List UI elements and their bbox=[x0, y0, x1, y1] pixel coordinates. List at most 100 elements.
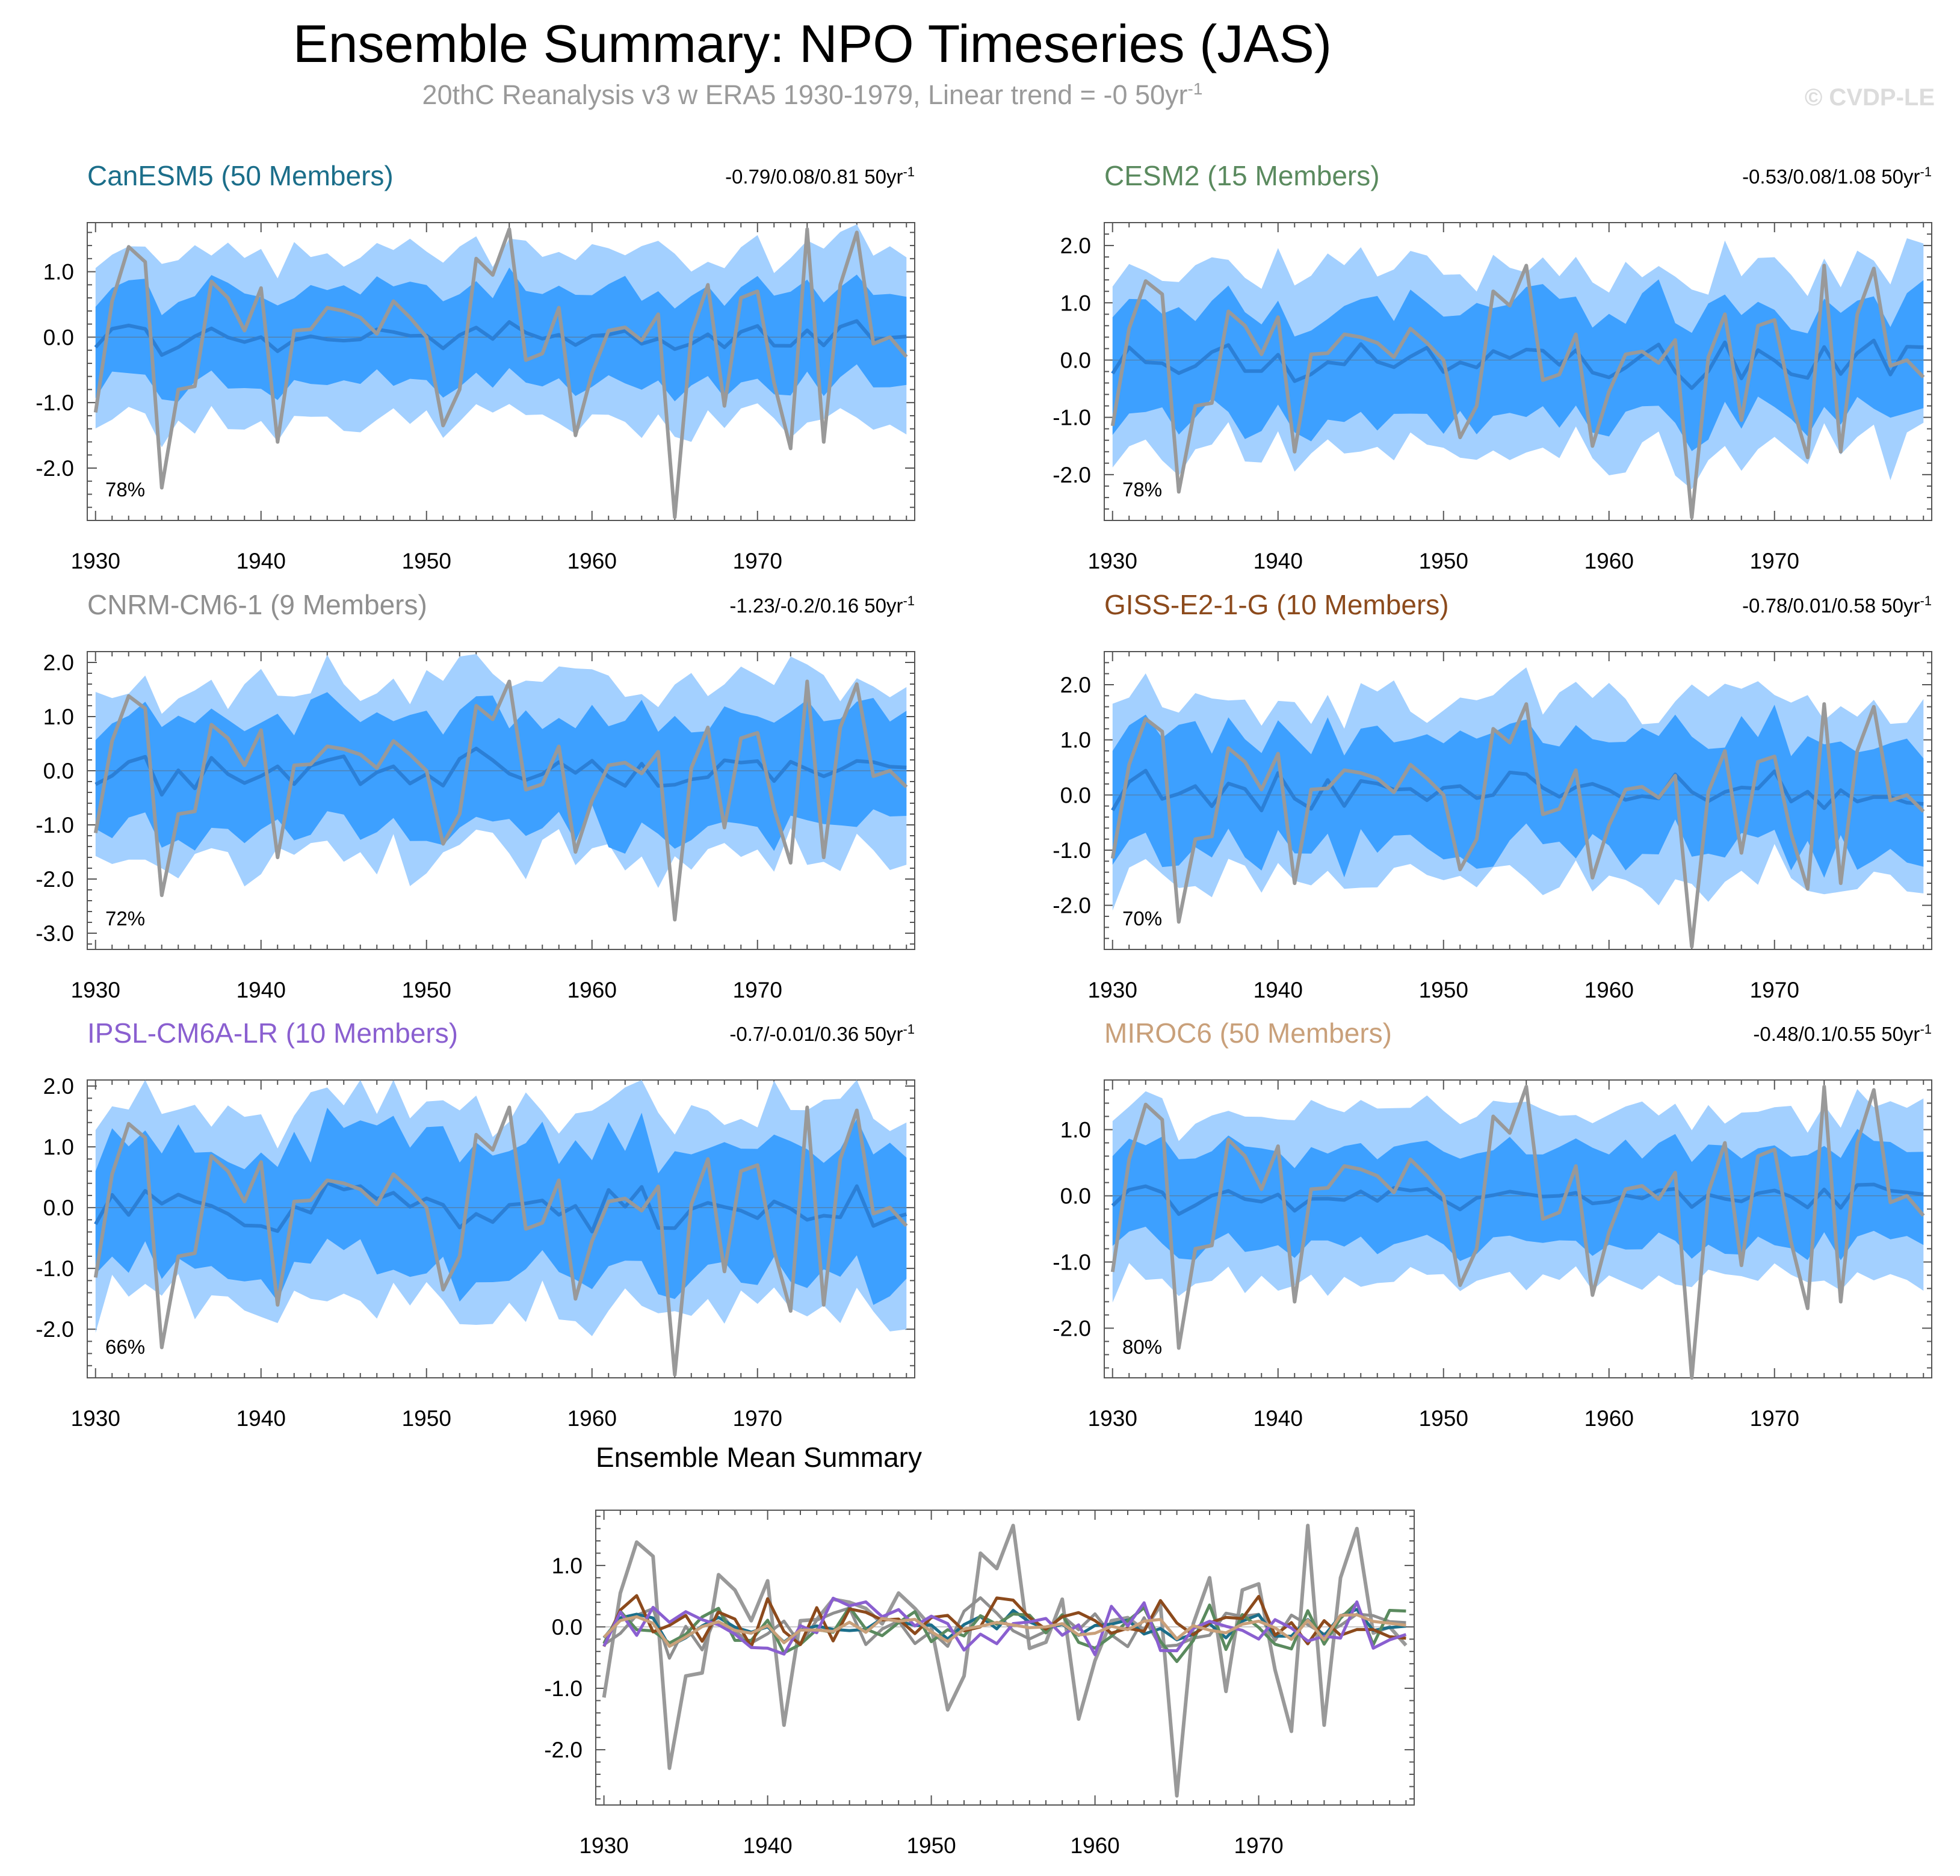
panel-x-tick-label: 1930 bbox=[1088, 978, 1137, 1002]
model-panel-canesm5: 1930 1940 1950 1960 1970 1.0 0.0 -1.0 -2.0 CanESM… bbox=[0, 159, 963, 573]
panel-x-tick-label: 1930 bbox=[1088, 549, 1137, 573]
spread-25-75-band bbox=[95, 1108, 907, 1305]
ensemble-mean-line bbox=[1111, 338, 1924, 390]
ensemble-mean-line bbox=[1111, 768, 1924, 813]
panel-trend: -0.78/0.01/0.58 50yr-1 bbox=[1742, 593, 1932, 617]
cvdp-watermark: © CVDP-LE bbox=[1804, 84, 1935, 111]
panel-x-tick-label: 1940 bbox=[1254, 978, 1303, 1002]
panel-x-tick-label: 1970 bbox=[733, 549, 782, 573]
spread-25-75-band bbox=[1112, 705, 1924, 878]
panel-x-tick-label: 1950 bbox=[1419, 1406, 1468, 1431]
panel-plot-frame bbox=[1104, 651, 1932, 950]
panel-y-tick-label: 0.0 bbox=[43, 759, 74, 783]
observation-line bbox=[93, 1105, 908, 1377]
ensemble-mean-line bbox=[1111, 1182, 1924, 1216]
panel-percent: 78% bbox=[1122, 478, 1163, 501]
page-title: Ensemble Summary: NPO Timeseries (JAS) bbox=[292, 14, 1332, 73]
ensemble-mean-line bbox=[94, 1181, 907, 1233]
panel-percent: 66% bbox=[105, 1336, 146, 1358]
panel-y-tick-label: -1.0 bbox=[36, 813, 74, 838]
panel-x-tick-label: 1950 bbox=[402, 549, 451, 573]
panel-y-tick-label: -2.0 bbox=[36, 1317, 74, 1342]
mean-x-tick-label: 1930 bbox=[579, 1833, 628, 1858]
panel-x-tick-label: 1940 bbox=[236, 978, 286, 1002]
ensemble-mean-panel: Ensemble Mean Summary 1930 1940 1950 1960 19… bbox=[487, 1441, 1450, 1873]
trend-superscript: -1 bbox=[903, 593, 915, 608]
panel-x-tick-label: 1930 bbox=[71, 549, 120, 573]
observation-line bbox=[93, 227, 908, 519]
observation-line bbox=[1110, 702, 1925, 949]
panel-y-tick-label: 2.0 bbox=[1060, 233, 1091, 258]
panel-y-tick-label: -1.0 bbox=[1053, 838, 1091, 863]
trend-text: -1.23/-0.2/0.16 50yr bbox=[729, 594, 903, 617]
panel-x-tick-label: 1940 bbox=[236, 549, 286, 573]
trend-superscript: -1 bbox=[903, 1022, 915, 1037]
panel-y-tick-label: -2.0 bbox=[36, 456, 74, 481]
panel-x-tick-label: 1950 bbox=[1419, 549, 1468, 573]
ensemble-mean-line bbox=[94, 747, 907, 797]
mean-series-miroc6 bbox=[602, 1613, 1406, 1648]
mean-y-tick-label: -1.0 bbox=[544, 1676, 583, 1701]
mean-y-tick-label: 1.0 bbox=[552, 1554, 583, 1578]
panel-y-tick-label: -2.0 bbox=[1053, 1316, 1091, 1341]
observation-line bbox=[1110, 264, 1925, 520]
panel-plot-frame bbox=[87, 651, 915, 950]
mean-plot-frame bbox=[595, 1510, 1415, 1806]
panel-percent: 80% bbox=[1122, 1336, 1163, 1358]
panel-trend: -0.53/0.08/1.08 50yr-1 bbox=[1742, 164, 1932, 188]
spread-25-75-band bbox=[1112, 1129, 1924, 1261]
panel-x-tick-label: 1970 bbox=[733, 978, 782, 1002]
panel-y-tick-label: 2.0 bbox=[43, 650, 74, 675]
panel-x-tick-label: 1940 bbox=[236, 1406, 286, 1431]
trend-superscript: -1 bbox=[903, 164, 915, 179]
mean-series-cesm2 bbox=[602, 1601, 1406, 1664]
trend-superscript: -1 bbox=[1920, 593, 1932, 608]
panel-percent: 78% bbox=[105, 478, 146, 501]
panel-y-tick-label: 1.0 bbox=[1060, 291, 1091, 315]
chart-miroc6: 1930 1940 1950 1960 1970 1.0 0.0 -1.0 -2.0 bbox=[1053, 1079, 1932, 1431]
panel-plot-frame bbox=[87, 1079, 915, 1378]
mean-x-tick-label: 1960 bbox=[1070, 1833, 1119, 1858]
chart-ipsl: 1930 1940 1950 1960 1970 2.0 1.0 0.0 -1.0 -2.0 bbox=[36, 1074, 915, 1431]
mean-x-tick-label: 1940 bbox=[743, 1833, 792, 1858]
panel-y-tick-label: 1.0 bbox=[1060, 728, 1091, 753]
panel-x-tick-label: 1960 bbox=[567, 549, 617, 573]
panel-x-tick-label: 1970 bbox=[733, 1406, 782, 1431]
trend-text: -0.48/0.1/0.55 50yr bbox=[1753, 1023, 1920, 1045]
panel-title: CESM2 (15 Members) bbox=[1104, 160, 1380, 191]
mean-observation-line bbox=[602, 1523, 1408, 1798]
panel-y-tick-label: -3.0 bbox=[36, 921, 74, 946]
panel-title: CNRM-CM6-1 (9 Members) bbox=[87, 589, 427, 620]
panel-title: IPSL-CM6A-LR (10 Members) bbox=[87, 1017, 459, 1049]
trend-text: -0.78/0.01/0.58 50yr bbox=[1742, 594, 1920, 617]
panel-trend: -0.7/-0.01/0.36 50yr-1 bbox=[729, 1022, 915, 1046]
panel-x-tick-label: 1970 bbox=[1750, 549, 1799, 573]
model-panel-miroc6: 1930 1940 1950 1960 1970 1.0 0.0 -1.0 -2.0 MIROC6… bbox=[1017, 1017, 1960, 1431]
panel-percent: 72% bbox=[105, 907, 146, 930]
panel-y-tick-label: 0.0 bbox=[43, 325, 74, 350]
mean-x-tick-label: 1970 bbox=[1234, 1833, 1283, 1858]
panel-x-tick-label: 1930 bbox=[71, 1406, 120, 1431]
panel-x-tick-label: 1940 bbox=[1254, 549, 1303, 573]
panel-y-tick-label: 2.0 bbox=[43, 1074, 74, 1099]
subtitle-text: 20thC Reanalysis v3 w ERA5 1930-1979, Li… bbox=[422, 79, 1188, 110]
panel-y-tick-label: 1.0 bbox=[43, 1135, 74, 1159]
panel-y-tick-label: 0.0 bbox=[1060, 1184, 1091, 1209]
panel-x-tick-label: 1960 bbox=[1584, 1406, 1634, 1431]
trend-superscript: -1 bbox=[1920, 1022, 1932, 1037]
panel-title: GISS-E2-1-G (10 Members) bbox=[1104, 589, 1449, 620]
chart-cnrm: 1930 1940 1950 1960 1970 2.0 1.0 0.0 -1.0 -2.0 -3.… bbox=[36, 650, 915, 1002]
panel-x-tick-label: 1960 bbox=[1584, 549, 1634, 573]
panel-y-tick-label: 1.0 bbox=[1060, 1118, 1091, 1143]
panel-y-tick-label: 1.0 bbox=[43, 705, 74, 729]
ensemble-mean-chart: 1930 1940 1950 1960 1970 1.0 0.0 -1.0 -2.0 bbox=[544, 1510, 1415, 1858]
mean-y-tick-label: 0.0 bbox=[552, 1615, 583, 1640]
trend-superscript: -1 bbox=[1920, 164, 1932, 179]
chart-canesm5: 1930 1940 1950 1960 1970 1.0 0.0 -1.0 -2.0 bbox=[36, 222, 915, 573]
panel-x-tick-label: 1960 bbox=[1584, 978, 1634, 1002]
model-panel-ipsl: 1930 1940 1950 1960 1970 2.0 1.0 0.0 -1.0 -2.0 IPS… bbox=[0, 1017, 963, 1431]
model-panel-cesm2: 1930 1940 1950 1960 1970 2.0 1.0 0.0 -1.0 -2.0 CES… bbox=[1017, 159, 1960, 573]
mean-x-tick-label: 1950 bbox=[906, 1833, 956, 1858]
panel-trend: -0.48/0.1/0.55 50yr-1 bbox=[1753, 1022, 1932, 1046]
panel-trend: -1.23/-0.2/0.16 50yr-1 bbox=[729, 593, 915, 617]
